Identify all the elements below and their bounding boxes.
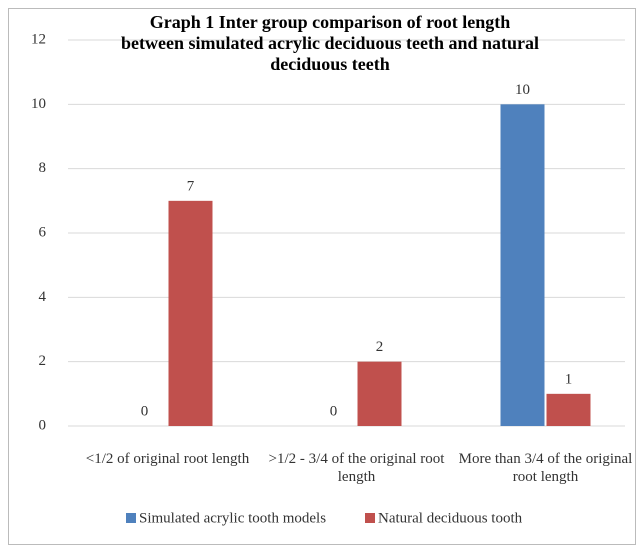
y-tick-label: 12 bbox=[31, 31, 46, 47]
bar bbox=[168, 200, 213, 426]
data-label: 2 bbox=[376, 339, 384, 355]
chart-title: Graph 1 Inter group comparison of root l… bbox=[121, 12, 539, 74]
data-label: 0 bbox=[330, 403, 338, 419]
y-tick-label: 0 bbox=[39, 417, 47, 433]
data-label: 0 bbox=[141, 403, 149, 419]
bar bbox=[546, 393, 591, 426]
y-tick-label: 10 bbox=[31, 96, 46, 112]
data-label: 7 bbox=[187, 178, 195, 194]
x-tick-label: >1/2 - 3/4 of the original root length bbox=[268, 451, 445, 485]
legend-swatch bbox=[126, 513, 136, 523]
legend-swatch bbox=[365, 513, 375, 523]
legend-label: Simulated acrylic tooth models bbox=[139, 510, 326, 526]
bar bbox=[500, 104, 545, 426]
bar bbox=[357, 361, 402, 426]
legend-label: Natural deciduous tooth bbox=[378, 510, 523, 526]
y-tick-label: 2 bbox=[39, 353, 47, 369]
x-tick-label: More than 3/4 of the original root lengt… bbox=[458, 451, 633, 485]
data-label: 10 bbox=[515, 82, 530, 98]
y-tick-label: 6 bbox=[39, 224, 47, 240]
y-tick-label: 4 bbox=[39, 289, 47, 305]
x-tick-label: <1/2 of original root length bbox=[85, 451, 250, 467]
y-tick-label: 8 bbox=[39, 160, 47, 176]
data-label: 1 bbox=[565, 371, 573, 387]
